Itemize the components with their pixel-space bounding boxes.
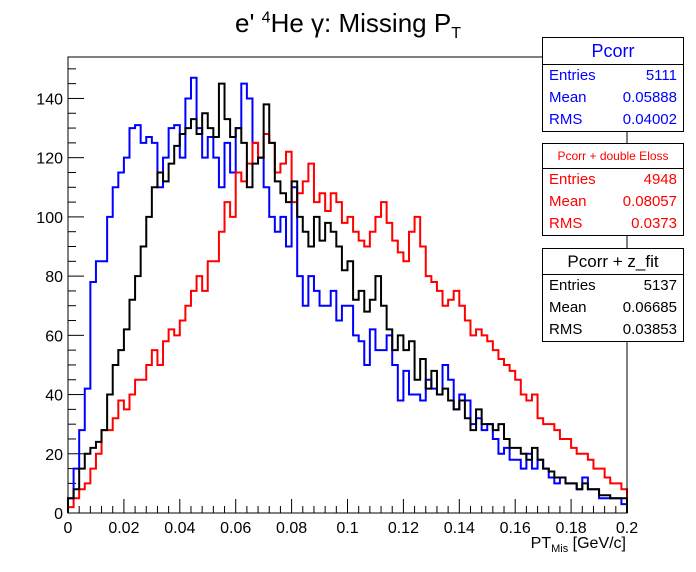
y-tick-label: 120 [36,151,63,168]
series-layer [67,76,628,513]
stats-title: Pcorr [543,38,683,65]
chart-title: e' 4He γ: Missing PT [235,8,461,43]
stats-title: Pcorr + z_fit [543,249,683,275]
x-tick-label: 0.14 [444,520,475,537]
mean-value: 0.06685 [622,299,677,316]
entries-label: Entries [549,277,596,294]
y-tick-label: 0 [54,506,63,523]
stats-box-pcorr: Pcorr Entries 5111 Mean 0.05888 RMS 0.04002 [542,37,684,132]
mean-value: 0.05888 [622,89,677,106]
x-tick-label: 0.12 [388,520,419,537]
mean-label: Mean [549,299,587,316]
axis-ticks [67,68,628,514]
y-tick-label: 60 [45,328,63,345]
histogram-series-pcorr-double-eloss [67,132,628,513]
rms-value: 0.04002 [622,111,677,128]
rms-value: 0.0373 [631,215,677,232]
x-tick-label: 0.1 [336,520,358,537]
y-tick-label: 100 [36,210,63,227]
entries-label: Entries [549,171,596,188]
x-tick-label: 0.2 [616,520,638,537]
y-tick-label: 20 [45,447,63,464]
entries-value: 5111 [645,67,677,84]
mean-value: 0.08057 [622,193,677,210]
y-tick-label: 80 [45,269,63,286]
x-tick-label: 0.08 [276,520,307,537]
rms-label: RMS [549,321,583,338]
tick-labels: 0 0.02 0.04 0.06 0.08 0.1 0.12 0.14 0.16 0.18 0.2 0… [36,91,638,537]
rms-label: RMS [549,111,583,128]
stats-title: Pcorr + double Eloss [543,144,683,169]
rms-value: 0.03853 [622,321,677,338]
stats-box-double-eloss: Pcorr + double Eloss Entries 4948 Mean 0.0… [542,143,684,236]
mean-label: Mean [549,89,587,106]
entries-value: 4948 [643,171,677,188]
x-tick-label: 0.02 [108,520,139,537]
x-tick-label: 0.06 [220,520,251,537]
x-tick-label: 0 [64,520,73,537]
entries-value: 5137 [643,277,677,294]
mean-label: Mean [549,193,587,210]
x-axis-label: PTMis [GeV/c] [530,535,626,556]
x-tick-label: 0.16 [500,520,531,537]
entries-label: Entries [549,67,596,84]
x-tick-label: 0.18 [556,520,587,537]
y-tick-label: 40 [45,388,63,405]
y-tick-label: 140 [36,91,63,108]
x-tick-label: 0.04 [164,520,195,537]
rms-label: RMS [549,215,583,232]
stats-box-z-fit: Pcorr + z_fit Entries 5137 Mean 0.06685 RM… [542,248,684,342]
histogram-series-pcorr-z-fit [67,82,628,513]
